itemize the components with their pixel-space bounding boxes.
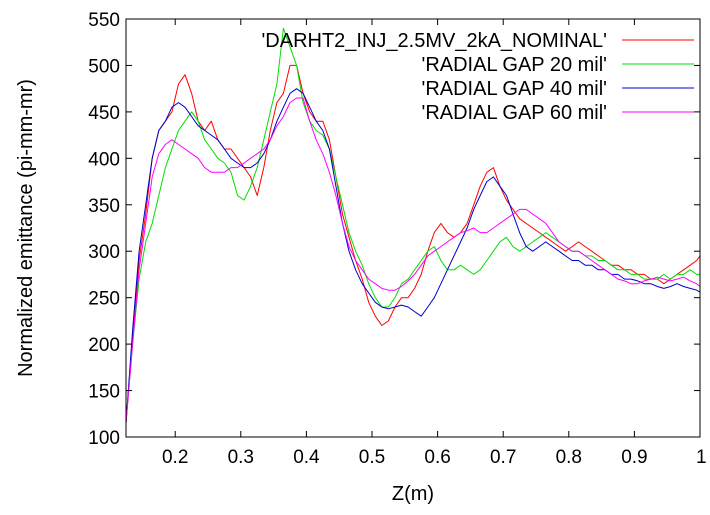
legend-label: 'RADIAL GAP 40 mil' [422,78,607,100]
series-line-1 [125,64,701,424]
x-tick-label: 0.5 [359,447,385,468]
y-tick-label: 500 [88,56,120,77]
x-tick-label: 0.2 [162,447,188,468]
plot-frame [125,18,701,438]
tick-layer: 0.2 0.3 0.4 0.5 0.6 0.7 0.8 0.9 1 100 150 200 250 300… [88,10,706,468]
x-tick-label: 0.4 [293,447,320,468]
x-tick-label: 1 [696,447,707,468]
x-tick-label: 0.6 [424,447,450,468]
series-layer [125,27,701,424]
x-axis-title: Z(m) [392,483,434,505]
y-tick-label: 450 [88,103,120,124]
y-tick-label: 550 [88,10,120,31]
x-tick-label: 0.8 [556,447,582,468]
legend: 'DARHT2_INJ_2.5MV_2kA_NOMINAL''RADIAL GA… [261,30,694,124]
y-tick-label: 250 [88,289,120,310]
y-tick-label: 150 [88,382,120,403]
legend-label: 'RADIAL GAP 20 mil' [422,54,607,76]
series-line-3 [125,88,701,424]
series-line-4 [125,97,701,424]
y-tick-label: 100 [88,428,120,449]
y-axis-title: Normalized emittance (pi-mm-mr) [15,79,37,377]
y-tick-label: 200 [88,335,120,356]
series-line-2 [125,27,700,424]
y-tick-label: 300 [88,242,120,263]
legend-label: 'DARHT2_INJ_2.5MV_2kA_NOMINAL' [261,30,607,52]
x-tick-label: 0.3 [228,447,254,468]
legend-label: 'RADIAL GAP 60 mil' [422,102,607,124]
y-tick-label: 400 [88,149,120,170]
y-tick-label: 350 [88,196,120,217]
x-tick-label: 0.9 [621,447,647,468]
x-tick-label: 0.7 [490,447,516,468]
